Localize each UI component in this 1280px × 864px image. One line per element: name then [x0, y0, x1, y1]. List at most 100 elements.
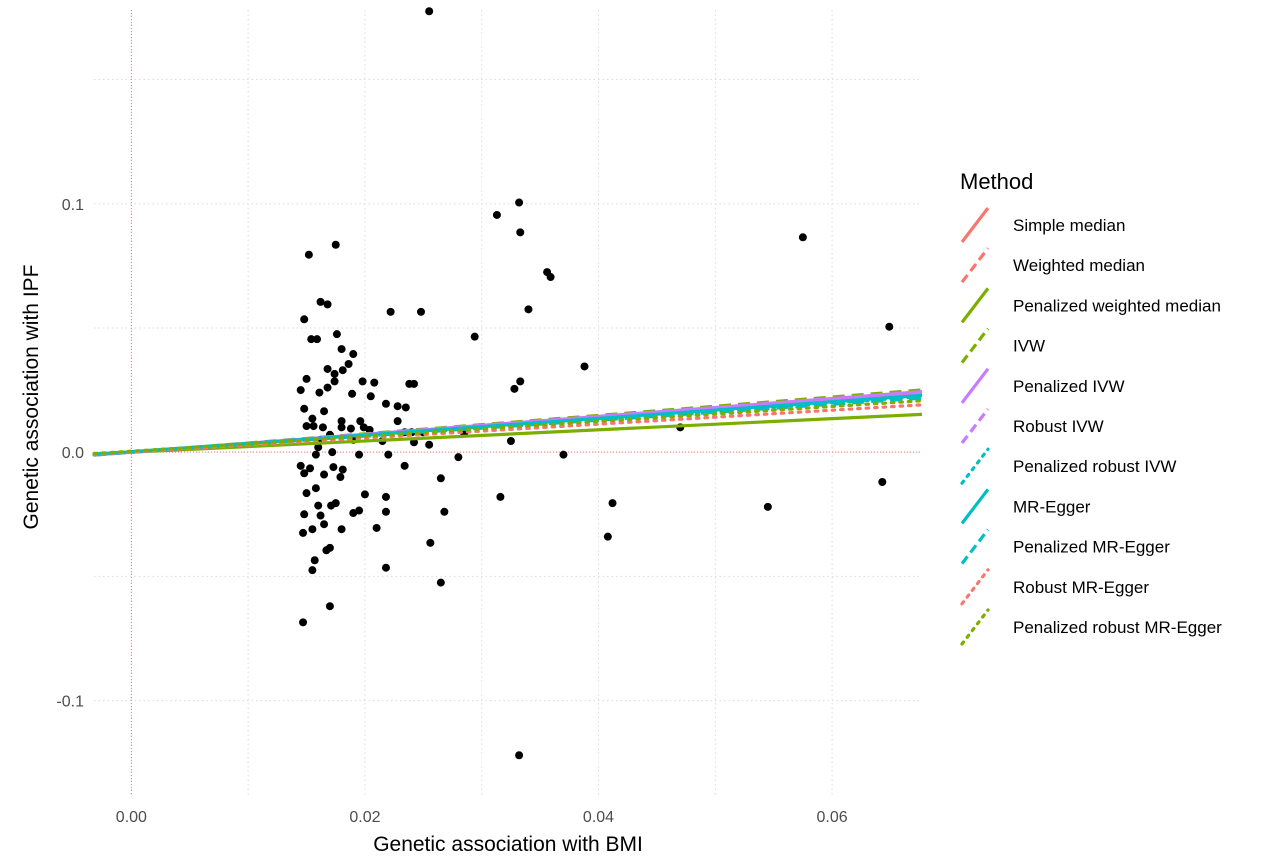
data-point [436, 474, 445, 483]
legend-key [960, 568, 990, 606]
legend-entry: Penalized IVW [960, 367, 1125, 404]
data-point [330, 377, 339, 386]
legend-entry: Penalized weighted median [960, 287, 1221, 324]
data-point [308, 525, 317, 534]
legend-entry: Penalized robust MR-Egger [960, 608, 1222, 646]
data-point [370, 378, 379, 387]
data-point [325, 602, 334, 611]
legend-label: IVW [1013, 337, 1045, 356]
data-point [515, 198, 524, 207]
data-point [314, 501, 323, 510]
data-point [304, 250, 313, 259]
legend-key [960, 447, 990, 485]
data-point [365, 425, 374, 434]
legend-label: Penalized robust MR-Egger [1013, 618, 1222, 637]
data-point [310, 556, 319, 565]
data-point [425, 440, 434, 449]
data-point [299, 618, 308, 627]
data-point [470, 332, 479, 341]
data-point [323, 383, 332, 392]
x-tick-label: 0.02 [349, 809, 380, 826]
data-point [393, 402, 402, 411]
data-point [316, 511, 325, 520]
data-point [302, 422, 311, 431]
data-point [320, 470, 329, 479]
data-point [355, 506, 364, 515]
data-point [338, 366, 347, 375]
x-axis-title: Genetic association with BMI [373, 833, 643, 856]
y-axis-title: Genetic association with IPF [20, 265, 43, 530]
legend-entries: Simple median Weighted median Penalized we… [960, 207, 1222, 646]
legend-entry: Penalized MR-Egger [960, 528, 1170, 565]
legend-label: Robust MR-Egger [1013, 578, 1149, 597]
data-point [426, 538, 435, 547]
data-point [386, 307, 395, 316]
data-point [344, 359, 353, 368]
data-point [381, 507, 390, 516]
data-point [308, 566, 317, 575]
data-point [603, 532, 612, 541]
legend-key [960, 528, 990, 565]
data-point [328, 448, 337, 457]
legend-label: Penalized weighted median [1013, 296, 1221, 315]
reference-lines [94, 10, 922, 795]
legend-key [960, 408, 990, 444]
legend-entry: Penalized robust IVW [960, 447, 1176, 485]
legend-key [960, 247, 990, 284]
data-point [436, 578, 445, 587]
data-point [337, 417, 346, 426]
data-point [496, 492, 505, 501]
legend-label: Penalized robust IVW [1013, 457, 1176, 476]
data-point [336, 473, 345, 482]
data-point [524, 305, 533, 314]
data-point [308, 414, 317, 423]
data-point [337, 423, 346, 432]
data-point [307, 335, 316, 344]
y-tick-label: -0.1 [56, 694, 84, 711]
data-point [311, 484, 320, 493]
data-point [300, 315, 309, 324]
data-point [323, 300, 332, 309]
data-point [425, 7, 434, 16]
data-point [400, 461, 409, 470]
data-point [763, 502, 772, 511]
data-point [416, 307, 425, 316]
data-point [356, 417, 365, 426]
data-point [440, 507, 449, 516]
data-point [608, 499, 617, 508]
data-point [296, 461, 305, 470]
data-point [323, 364, 332, 373]
data-point [337, 345, 346, 354]
data-point [338, 465, 347, 474]
data-point [318, 423, 327, 432]
legend-entry: IVW [960, 327, 1045, 364]
data-point [516, 228, 525, 237]
data-point [580, 362, 589, 371]
data-point [331, 499, 340, 508]
legend-key [960, 287, 990, 324]
legend-entry: Simple median [960, 207, 1125, 243]
legend-entry: Weighted median [960, 247, 1145, 284]
data-point [384, 450, 393, 459]
data-point [878, 477, 887, 486]
data-point [393, 417, 402, 426]
data-point [320, 520, 329, 529]
data-point [329, 463, 338, 472]
legend-entry: Robust IVW [960, 408, 1104, 444]
data-point [300, 469, 309, 478]
data-point [516, 377, 525, 386]
y-tick-label: 0.0 [62, 445, 84, 462]
legend-key [960, 327, 990, 364]
data-point [358, 377, 367, 386]
data-point [300, 404, 309, 413]
legend-entry: MR-Egger [960, 488, 1091, 525]
data-point [372, 523, 381, 532]
x-tick-label: 0.00 [116, 809, 147, 826]
regression-line-penalized-robust-mr-egger [92, 399, 924, 456]
legend-key [960, 367, 990, 404]
data-point [492, 210, 501, 219]
data-point [401, 403, 410, 412]
data-point [454, 453, 463, 462]
data-point [331, 240, 340, 249]
